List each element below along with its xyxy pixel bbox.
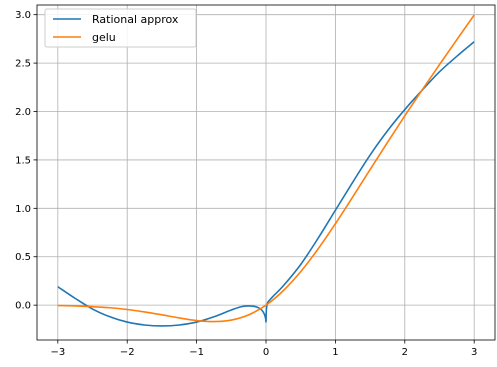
x-tick-label: 2 [402, 347, 408, 358]
legend-label-gelu: gelu [92, 31, 116, 44]
grid-lines [37, 5, 495, 340]
series-line-rational-approx [57, 41, 475, 327]
y-tick-label: 3.0 [15, 10, 31, 21]
x-tick-label: −1 [189, 347, 204, 358]
legend: Rational approx gelu [44, 8, 197, 48]
y-tick-label: 0.5 [15, 252, 31, 263]
y-tick-label: 2.5 [15, 59, 31, 70]
y-tick-label: 2.0 [15, 107, 31, 118]
y-tick-label: 1.5 [15, 155, 31, 166]
axis-ticks: −3 −2 −1 0 1 2 3 0.0 0.5 1.0 1.5 2.0 2.5 3.0 [15, 10, 477, 358]
series-line-gelu [57, 14, 475, 323]
y-tick-label: 1.0 [15, 204, 31, 215]
y-tick-label: 0.0 [15, 301, 31, 312]
series-lines [57, 14, 475, 327]
x-tick-label: 0 [263, 347, 269, 358]
x-tick-label: 3 [471, 347, 477, 358]
legend-box [44, 8, 197, 48]
x-tick-label: −3 [50, 347, 65, 358]
x-tick-label: 1 [332, 347, 338, 358]
legend-label-rational: Rational approx [92, 13, 179, 26]
x-tick-label: −2 [120, 347, 135, 358]
